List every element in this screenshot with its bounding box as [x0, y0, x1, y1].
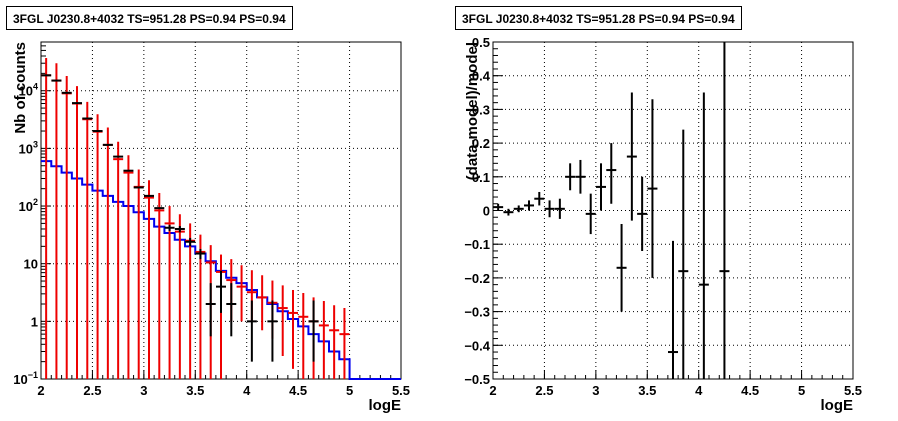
data-point: [606, 143, 617, 204]
data-point: [524, 200, 534, 211]
y-tick-label: 102: [19, 197, 38, 214]
data-point: [544, 200, 555, 218]
y-tick-label: 103: [19, 139, 38, 156]
x-axis-label: logE: [821, 397, 854, 414]
x-tick-label: 4.5: [741, 383, 759, 398]
y-tick-label: 10: [24, 257, 38, 272]
y-tick-label: −0.5: [464, 372, 490, 387]
data-point: [596, 163, 606, 211]
data-point: [554, 198, 565, 219]
x-tick-label: 4: [243, 383, 251, 398]
data-point: [308, 300, 319, 362]
data-point: [503, 208, 514, 216]
y-tick-label: −0.2: [464, 271, 490, 286]
data-point: [698, 92, 709, 379]
y-tick-label: −0.3: [464, 305, 490, 320]
model-point: [164, 206, 175, 379]
model-point: [288, 289, 298, 369]
model-point: [144, 180, 154, 379]
x-tick-label: 3: [592, 383, 599, 398]
x-tick-label: 3.5: [186, 383, 204, 398]
left-chart-title: 3FGL J0230.8+4032 TS=951.28 PS=0.94 PS=0…: [6, 6, 293, 30]
data-point: [185, 237, 196, 247]
y-tick-label: −0.1: [464, 237, 490, 252]
x-tick-label: 5.5: [392, 383, 410, 398]
data-point: [585, 193, 596, 235]
y-tick-label: 0.2: [472, 136, 490, 151]
data-point: [246, 300, 257, 362]
data-point: [195, 248, 206, 260]
x-tick-label: 2.5: [83, 383, 101, 398]
data-point: [575, 159, 586, 194]
x-tick-label: 5: [346, 383, 353, 398]
model-point: [236, 265, 247, 322]
y-tick-label: 1: [31, 314, 38, 329]
data-point: [565, 163, 576, 191]
y-axis-label: (data-model)/model: [464, 42, 481, 180]
model-point: [318, 301, 329, 379]
model-point: [123, 155, 134, 379]
model-point: [339, 308, 350, 379]
y-tick-label: 0: [483, 204, 490, 219]
y-tick-label: 0.4: [472, 69, 491, 84]
data-point: [647, 99, 658, 278]
data-point: [216, 270, 226, 313]
x-tick-label: 5: [798, 383, 805, 398]
x-tick-label: 4: [695, 383, 703, 398]
x-tick-label: 2: [489, 383, 496, 398]
y-tick-label: −0.4: [464, 338, 490, 353]
x-axis-label: logE: [369, 397, 402, 414]
data-point: [534, 191, 545, 206]
data-point: [678, 129, 689, 379]
x-tick-label: 3.5: [638, 383, 656, 398]
model-point: [329, 305, 340, 379]
model-point: [298, 293, 309, 379]
data-point: [267, 300, 278, 362]
model-point: [113, 141, 124, 379]
y-tick-label: 0.5: [472, 35, 490, 50]
y-axis-label: Nb of counts: [12, 42, 29, 134]
right-chart-title: 3FGL J0230.8+4032 TS=951.28 PS=0.94 PS=0…: [455, 6, 742, 30]
data-point: [205, 283, 216, 337]
x-tick-label: 4.5: [289, 383, 307, 398]
data-point: [226, 283, 237, 337]
data-point: [164, 224, 175, 231]
x-tick-label: 5.5: [844, 383, 862, 398]
data-point: [626, 92, 637, 221]
model-point: [277, 285, 288, 357]
data-point: [513, 205, 524, 213]
data-point: [637, 176, 648, 251]
data-point: [174, 226, 185, 233]
model-point: [257, 275, 268, 331]
x-tick-label: 3: [140, 383, 147, 398]
y-tick-label: 0.1: [472, 170, 490, 185]
x-tick-label: 2.5: [535, 383, 553, 398]
y-tick-label: 0.3: [472, 102, 490, 117]
y-tick-label: 104: [19, 82, 38, 99]
data-point: [493, 203, 504, 211]
x-tick-label: 2: [37, 383, 44, 398]
model-point: [154, 193, 165, 379]
data-point: [668, 240, 678, 379]
data-point: [616, 223, 627, 312]
data-point: [719, 42, 730, 379]
y-tick-label: 10−1: [13, 370, 38, 387]
